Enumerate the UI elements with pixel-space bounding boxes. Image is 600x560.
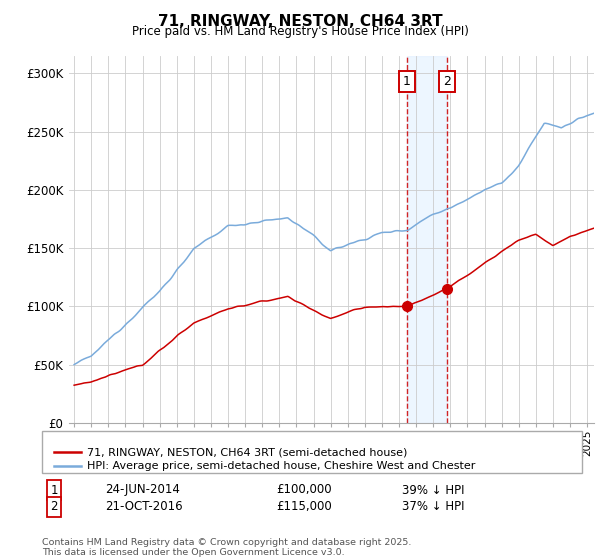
Text: £115,000: £115,000 <box>276 500 332 514</box>
Text: 1: 1 <box>50 483 58 497</box>
Bar <box>407 56 447 423</box>
Text: Price paid vs. HM Land Registry's House Price Index (HPI): Price paid vs. HM Land Registry's House … <box>131 25 469 38</box>
Text: 21-OCT-2016: 21-OCT-2016 <box>105 500 182 514</box>
Text: 1: 1 <box>403 75 411 88</box>
Text: 2: 2 <box>443 75 451 88</box>
Text: £100,000: £100,000 <box>276 483 332 497</box>
Text: 39% ↓ HPI: 39% ↓ HPI <box>402 483 464 497</box>
Text: 71, RINGWAY, NESTON, CH64 3RT (semi-detached house): 71, RINGWAY, NESTON, CH64 3RT (semi-deta… <box>87 447 407 458</box>
Text: 37% ↓ HPI: 37% ↓ HPI <box>402 500 464 514</box>
Text: HPI: Average price, semi-detached house, Cheshire West and Chester: HPI: Average price, semi-detached house,… <box>87 461 475 471</box>
Text: Contains HM Land Registry data © Crown copyright and database right 2025.
This d: Contains HM Land Registry data © Crown c… <box>42 538 412 557</box>
Text: 24-JUN-2014: 24-JUN-2014 <box>105 483 180 497</box>
Text: 2: 2 <box>50 500 58 514</box>
Text: 71, RINGWAY, NESTON, CH64 3RT: 71, RINGWAY, NESTON, CH64 3RT <box>158 14 442 29</box>
